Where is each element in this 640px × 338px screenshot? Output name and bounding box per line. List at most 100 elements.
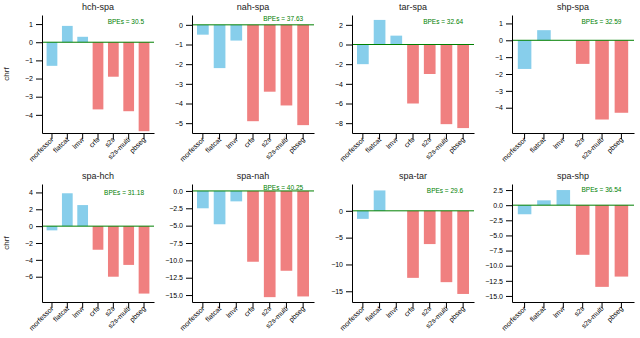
bar [537,30,551,40]
tick-label: 1 [29,21,33,28]
y-axis: −15−10−50 [331,185,352,303]
bar [230,191,242,201]
bar [77,205,88,226]
tick: lmvr [71,133,86,150]
tick: pbseg [287,302,306,324]
tick: s2s [260,133,273,148]
bar [374,20,386,45]
tick: morfessor [179,133,206,163]
bar [108,226,119,277]
panel: −15.0−12.5−10.0−7.5−5.0−2.50.0morfessorf… [165,171,314,332]
tick: −2 [25,75,42,82]
tick-label: 0 [29,223,33,230]
y-axis: −6−4−2024 [25,185,42,303]
bar [557,190,571,205]
tick-label: 0.0 [493,202,503,209]
tick: −5.0 [169,222,192,229]
tick-mark [346,264,352,265]
tick-mark [186,45,192,46]
tick-label: −2 [25,75,33,82]
bar [615,205,629,276]
tick: −10.0 [165,257,192,264]
bar [457,45,469,129]
bars [512,190,634,287]
tick: pbseg [606,133,625,155]
tick-mark [36,226,42,227]
tick: −3 [25,93,42,100]
tick-label: crfs [403,135,416,148]
tick-label: −4 [335,81,343,88]
tick: pbseg [128,302,147,324]
bar [576,205,590,255]
tick-label: 2.5 [493,187,503,194]
bar [62,193,73,226]
tick: morfessor [28,302,55,332]
zero-line [512,40,634,41]
tick-mark [186,226,192,227]
tick-mark [186,64,192,65]
title: spa-tar [399,171,427,181]
tick: s2s-multi [424,133,449,161]
tick-label: 4 [29,189,33,196]
tick: s2s-multi [107,133,132,161]
tick: −3 [175,81,192,88]
axis-line [352,16,353,134]
bar [407,45,419,104]
tick: 0 [339,41,352,48]
tick-label: −5.0 [169,222,183,229]
tick-label: pbseg [447,305,466,324]
bars [192,25,314,125]
tick-label: 0 [29,39,33,46]
tick-label: −12.5 [485,278,503,285]
tick-label: s2s [420,135,433,148]
tick-label: −1 [175,41,183,48]
annotation: BPEs = 31.18 [104,189,144,196]
tick: flatcat [528,133,546,154]
tick-label: flatcat [364,305,382,323]
tick: pbseg [606,302,625,324]
title: spa-hch [82,171,114,181]
x-axis: morfessorflatcatlmvrs2ss2s-multipbseg [500,302,634,332]
panel: −15.0−12.5−10.0−7.5−5.0−2.50.02.5morfess… [485,171,634,332]
tick-label: −8 [335,120,343,127]
tick-label: s2s-multi [264,304,289,329]
tick: −2.5 [169,205,192,212]
tick-mark [36,209,42,210]
tick-label: pbseg [128,305,147,324]
tick-label: flatcat [52,136,70,154]
tick: lmvr [385,133,400,150]
tick-label: −2 [175,61,183,68]
tick-mark [186,260,192,261]
bars [512,30,634,119]
axis-line [352,185,353,303]
bar [441,211,453,282]
tick: −5.0 [489,232,512,239]
tick-mark [346,84,352,85]
bars [352,190,474,294]
y-axis: −15.0−12.5−10.0−7.5−5.0−2.50.02.5 [485,185,512,303]
annotation: BPEs = 32.64 [423,18,463,25]
tick-label: −10.0 [485,262,503,269]
tick-label: −7.5 [169,240,183,247]
axis-line [42,16,43,134]
tick-label: s2s-multi [264,135,289,160]
tick: morfessor [500,302,527,332]
tick: morfessor [500,133,527,163]
tick-label: −2 [335,61,343,68]
bar [47,226,58,230]
tick-mark [36,24,42,25]
tick: −5 [175,120,192,127]
tick: −12.5 [165,274,192,281]
tick: −15 [331,288,352,295]
panel: −8−6−4−202morfessorflatcatlmvrcrfss2ss2s… [335,2,474,163]
annotation: BPEs = 36.54 [581,186,621,193]
bar [47,42,58,66]
tick: 0 [339,208,352,215]
tick: −12.5 [485,278,512,285]
tick-mark [506,251,512,252]
tick-label: 0 [339,41,343,48]
bar [297,25,309,125]
tick-label: 0.0 [173,188,183,195]
tick-mark [346,123,352,124]
tick-label: pbseg [606,305,625,324]
